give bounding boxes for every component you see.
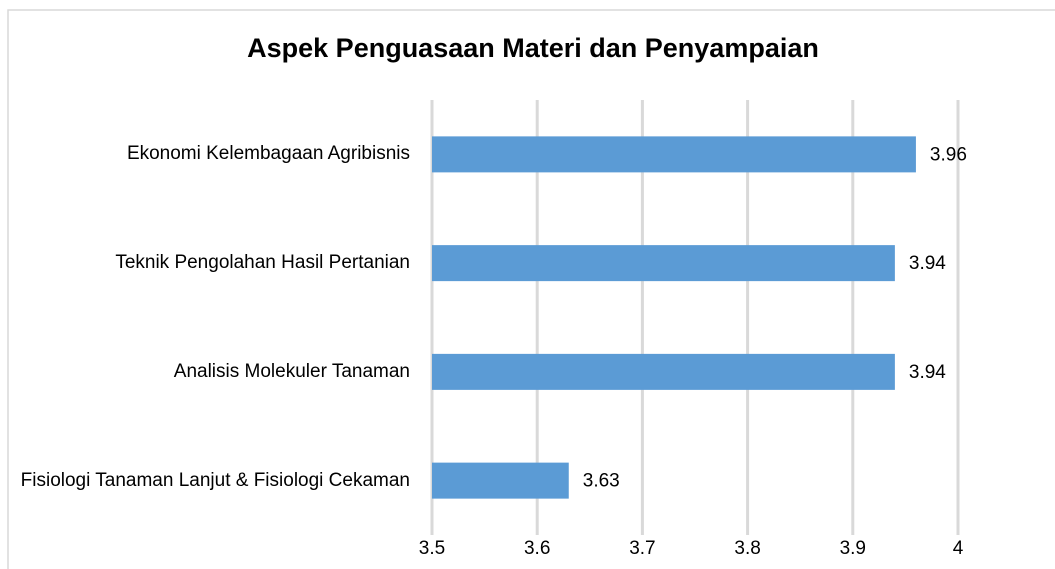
chart-title: Aspek Penguasaan Materi dan Penyampaian [247, 33, 819, 63]
y-tick-label: Analisis Molekuler Tanaman [173, 360, 410, 382]
bar [432, 462, 569, 499]
x-tick-label: 3.8 [734, 538, 760, 559]
x-tick-label: 4 [953, 538, 964, 559]
y-tick-label: Ekonomi Kelembagaan Agribisnis [126, 143, 410, 165]
x-tick-label: 3.9 [840, 538, 866, 559]
y-tick-label: Teknik Pengolahan Hasil Pertanian [115, 252, 410, 274]
bar [432, 245, 895, 282]
data-label: 3.94 [909, 362, 946, 383]
x-tick-label: 3.7 [629, 538, 655, 559]
x-tick-label: 3.6 [524, 538, 550, 559]
y-tick-label: Fisiologi Tanaman Lanjut & Fisiologi Cek… [20, 469, 410, 491]
data-label: 3.94 [909, 253, 946, 274]
data-label: 3.96 [930, 144, 967, 165]
x-tick-label: 3.5 [419, 538, 445, 559]
bar [432, 353, 895, 390]
bar [432, 136, 916, 173]
data-label: 3.63 [583, 471, 620, 492]
